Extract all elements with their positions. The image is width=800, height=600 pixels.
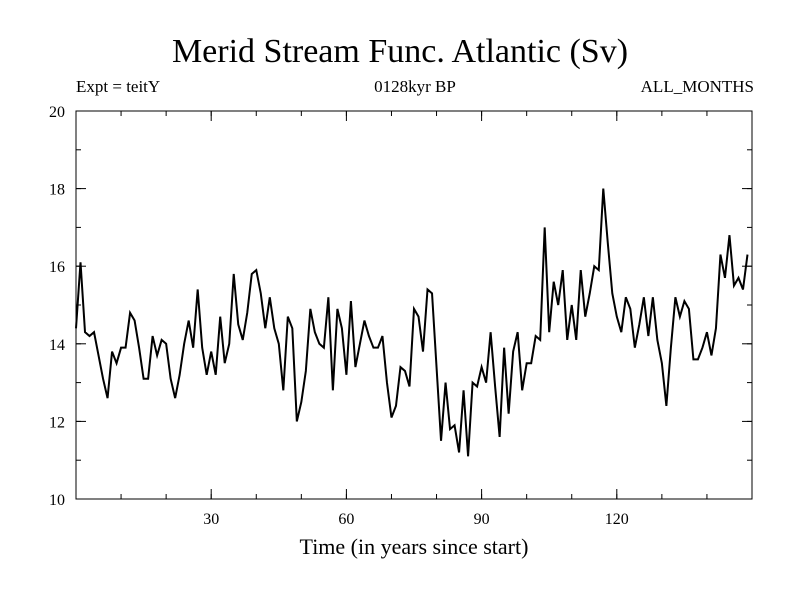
period-label: 0128kyr BP [374,77,456,96]
y-tick-label: 20 [49,104,65,121]
chart-title: Merid Stream Func. Atlantic (Sv) [171,33,629,70]
x-tick-label: 30 [203,511,219,528]
x-tick-label: 60 [338,511,354,528]
x-tick-label: 90 [474,511,490,528]
y-tick-label: 14 [49,337,65,354]
y-tick-label: 12 [49,414,65,431]
x-axis-label: Time (in years since start) [299,534,529,559]
plot-frame [75,110,753,500]
y-tick-label: 10 [49,492,65,509]
x-tick-label: 120 [605,511,629,528]
axes-group: 30 60 90 120 10 12 14 16 18 20 [49,104,752,528]
experiment-label: Expt = teitY [76,77,161,96]
y-tick-label: 18 [49,182,65,199]
months-label: ALL_MONTHS [640,77,754,96]
y-tick-label: 16 [49,259,65,276]
series-line [75,188,749,457]
series-group [75,188,749,457]
